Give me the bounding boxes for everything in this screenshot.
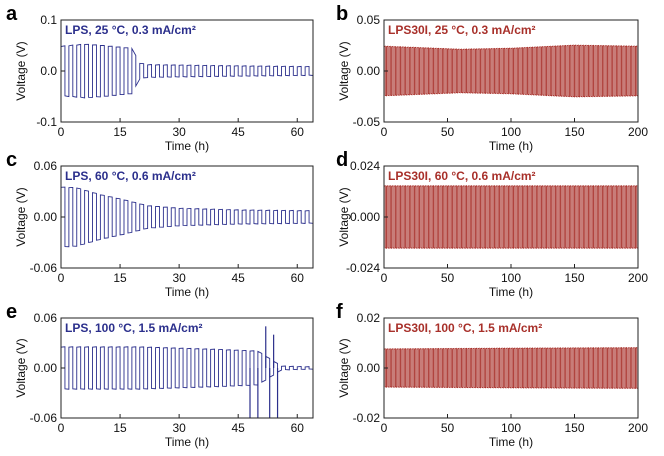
x-tick-label: 0 — [381, 271, 388, 285]
y-tick-label: 0.00 — [357, 361, 381, 375]
chart-title: LPS, 100 °C, 1.5 mA/cm² — [65, 321, 203, 335]
x-tick-label: 200 — [628, 271, 648, 285]
y-tick-label: -0.1 — [36, 115, 57, 129]
y-tick-label: 0.00 — [34, 210, 58, 224]
panel-letter: b — [336, 3, 348, 25]
x-tick-label: 15 — [113, 421, 127, 435]
y-tick-label: -0.05 — [353, 115, 381, 129]
x-tick-label: 15 — [113, 125, 127, 139]
x-tick-label: 50 — [441, 271, 455, 285]
panel-letter: c — [6, 149, 17, 171]
panel-d: d 0 50 100 150 200 -0.024 0.000 0.024 Time (h) Vol… — [336, 149, 648, 299]
x-tick-label: 30 — [172, 421, 186, 435]
x-axis-label: Time (h) — [165, 285, 209, 299]
panel-c: c 0 15 30 45 60 -0.06 0.00 0.06 Time (h) Voltage (… — [6, 149, 314, 299]
x-tick-label: 150 — [564, 271, 584, 285]
x-tick-label: 60 — [291, 125, 305, 139]
y-tick-label: 0.02 — [357, 311, 381, 325]
panel-letter: a — [6, 3, 18, 25]
x-tick-label: 30 — [172, 271, 186, 285]
x-axis-label: Time (h) — [489, 139, 533, 153]
series-line-a — [60, 43, 314, 99]
chart-title: LPS30I, 25 °C, 0.3 mA/cm² — [388, 23, 536, 37]
series-line-f — [383, 346, 639, 390]
x-axis-label: Time (h) — [165, 435, 209, 449]
y-tick-label: -0.024 — [346, 261, 380, 275]
y-axis-label: Voltage (V) — [337, 338, 351, 397]
x-tick-label: 45 — [232, 125, 246, 139]
series-line-c — [60, 186, 314, 248]
y-tick-label: -0.06 — [30, 261, 58, 275]
panel-letter: d — [336, 149, 348, 171]
x-tick-label: 100 — [501, 125, 521, 139]
x-tick-label: 0 — [58, 125, 65, 139]
y-tick-label: -0.02 — [353, 411, 381, 425]
y-axis-label: Voltage (V) — [14, 41, 28, 100]
x-tick-label: 0 — [58, 271, 65, 285]
panel-letter: e — [6, 301, 17, 323]
y-tick-label: 0.06 — [34, 159, 58, 173]
x-axis-label: Time (h) — [489, 285, 533, 299]
y-axis-label: Voltage (V) — [14, 338, 28, 397]
y-tick-label: 0.1 — [40, 13, 57, 27]
y-tick-label: -0.06 — [30, 411, 58, 425]
panel-b: b 0 50 100 150 200 -0.05 0.00 0.05 Time (h) Voltag… — [336, 3, 648, 153]
x-tick-label: 45 — [232, 421, 246, 435]
x-tick-label: 45 — [232, 271, 246, 285]
y-axis-label: Voltage (V) — [337, 187, 351, 246]
x-tick-label: 60 — [291, 421, 305, 435]
chart-title: LPS30I, 100 °C, 1.5 mA/cm² — [388, 321, 542, 335]
series-line-d — [383, 185, 639, 249]
y-tick-label: 0.000 — [350, 210, 380, 224]
y-tick-label: 0.024 — [350, 159, 380, 173]
x-tick-label: 150 — [564, 125, 584, 139]
x-axis-label: Time (h) — [165, 139, 209, 153]
x-tick-label: 50 — [441, 125, 455, 139]
y-tick-label: 0.00 — [34, 361, 58, 375]
y-tick-label: 0.0 — [40, 64, 57, 78]
x-tick-label: 200 — [628, 421, 648, 435]
y-tick-label: 0.00 — [357, 64, 381, 78]
x-tick-label: 0 — [58, 421, 65, 435]
panel-letter: f — [336, 301, 343, 323]
x-tick-label: 30 — [172, 125, 186, 139]
x-tick-label: 200 — [628, 125, 648, 139]
x-tick-label: 0 — [381, 125, 388, 139]
y-tick-label: 0.06 — [34, 311, 58, 325]
series-line-b — [383, 44, 639, 98]
y-axis-label: Voltage (V) — [337, 41, 351, 100]
series-line-e — [60, 346, 314, 390]
panel-f: f 0 50 100 150 200 -0.02 0.00 0.02 Time (h) Voltag… — [336, 301, 648, 449]
x-tick-label: 15 — [113, 271, 127, 285]
x-tick-label: 150 — [564, 421, 584, 435]
x-tick-label: 100 — [501, 421, 521, 435]
chart-title: LPS30I, 60 °C, 0.6 mA/cm² — [388, 169, 536, 183]
chart-title: LPS, 25 °C, 0.3 mA/cm² — [65, 23, 196, 37]
chart-title: LPS, 60 °C, 0.6 mA/cm² — [65, 169, 196, 183]
y-axis-label: Voltage (V) — [14, 187, 28, 246]
x-tick-label: 100 — [501, 271, 521, 285]
x-tick-label: 60 — [291, 271, 305, 285]
x-axis-label: Time (h) — [489, 435, 533, 449]
y-tick-label: 0.05 — [357, 13, 381, 27]
panel-a: a 0 15 30 45 60 -0.1 0.0 0.1 Time (h) Voltage (V) L… — [6, 3, 314, 153]
panel-e: e 0 15 30 45 60 -0.06 0.00 0.06 Time (h) Voltage (… — [6, 301, 314, 449]
x-tick-label: 50 — [441, 421, 455, 435]
x-tick-label: 0 — [381, 421, 388, 435]
